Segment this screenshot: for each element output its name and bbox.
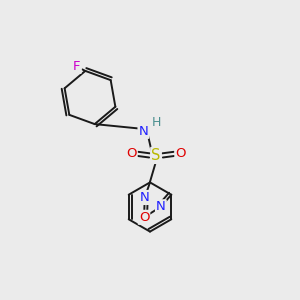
Text: H: H <box>152 116 162 129</box>
Text: O: O <box>176 147 186 161</box>
Text: S: S <box>151 148 161 163</box>
Text: N: N <box>140 191 150 204</box>
Text: N: N <box>139 125 148 138</box>
Text: F: F <box>73 60 81 73</box>
Text: O: O <box>126 147 137 161</box>
Text: N: N <box>156 200 166 213</box>
Text: O: O <box>139 211 149 224</box>
